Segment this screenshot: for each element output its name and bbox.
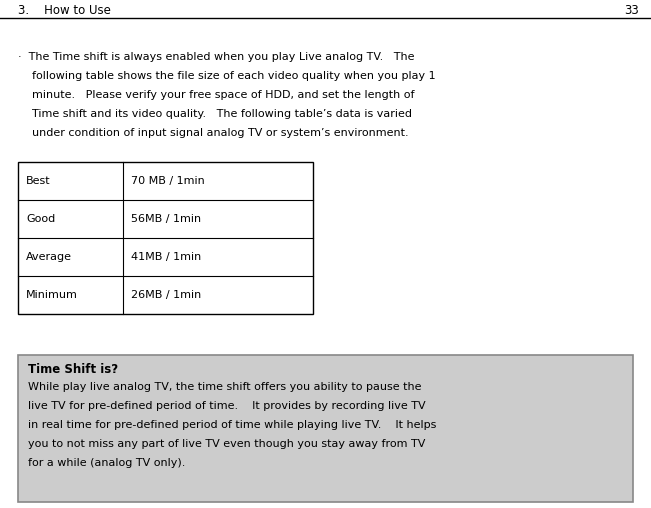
Bar <box>18 355 633 502</box>
Bar <box>18 162 313 314</box>
Text: following table shows the file size of each video quality when you play 1: following table shows the file size of e… <box>18 71 436 81</box>
Text: minute.   Please verify your free space of HDD, and set the length of: minute. Please verify your free space of… <box>18 90 415 100</box>
Text: 56MB / 1min: 56MB / 1min <box>131 214 201 224</box>
Text: under condition of input signal analog TV or system’s environment.: under condition of input signal analog T… <box>18 128 409 138</box>
Text: Best: Best <box>26 176 51 186</box>
Text: 70 MB / 1min: 70 MB / 1min <box>131 176 205 186</box>
Text: in real time for pre-defined period of time while playing live TV.    It helps: in real time for pre-defined period of t… <box>28 420 436 430</box>
Text: live TV for pre-defined period of time.    It provides by recording live TV: live TV for pre-defined period of time. … <box>28 401 426 411</box>
Text: Average: Average <box>26 252 72 262</box>
Text: 33: 33 <box>624 4 639 17</box>
Text: ·  The Time shift is always enabled when you play Live analog TV.   The: · The Time shift is always enabled when … <box>18 52 415 62</box>
Text: 3.    How to Use: 3. How to Use <box>18 4 111 17</box>
Text: you to not miss any part of live TV even though you stay away from TV: you to not miss any part of live TV even… <box>28 439 425 449</box>
Text: Time shift and its video quality.   The following table’s data is varied: Time shift and its video quality. The fo… <box>18 109 412 119</box>
Text: Minimum: Minimum <box>26 290 78 300</box>
Text: While play live analog TV, the time shift offers you ability to pause the: While play live analog TV, the time shif… <box>28 382 421 392</box>
Text: for a while (analog TV only).: for a while (analog TV only). <box>28 458 186 468</box>
Text: Good: Good <box>26 214 55 224</box>
Text: Time Shift is?: Time Shift is? <box>28 363 118 376</box>
Text: 26MB / 1min: 26MB / 1min <box>131 290 201 300</box>
Text: 41MB / 1min: 41MB / 1min <box>131 252 201 262</box>
